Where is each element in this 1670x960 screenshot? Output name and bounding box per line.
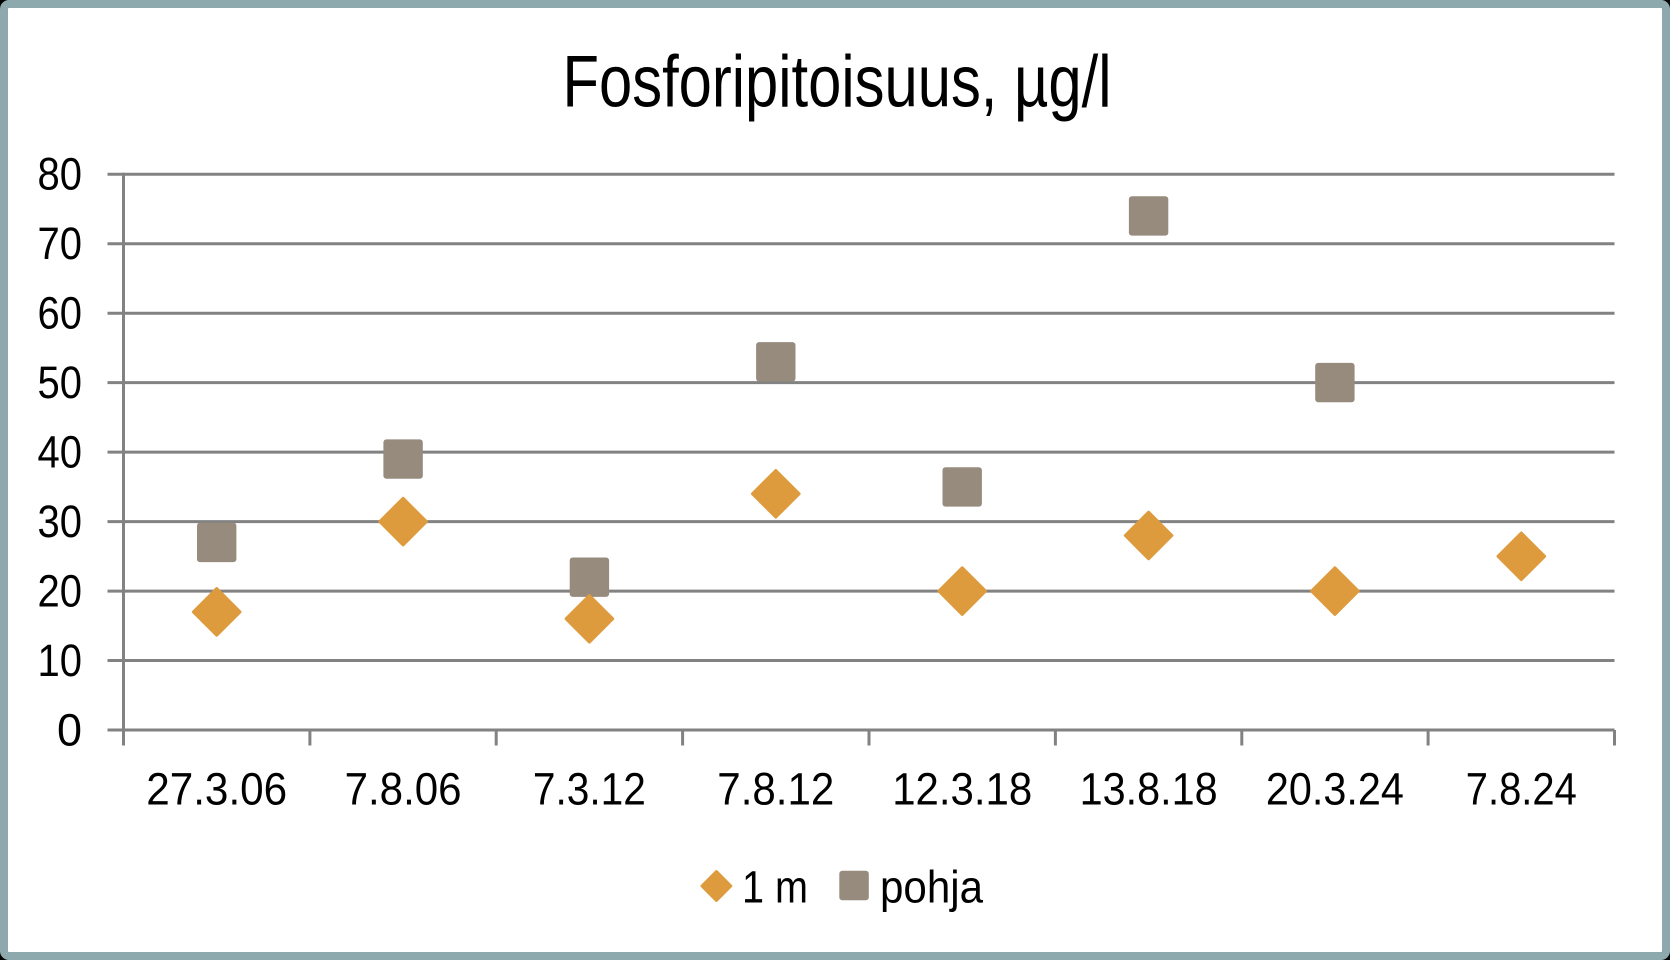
svg-text:7.8.06: 7.8.06 bbox=[345, 764, 462, 815]
svg-text:7.3.12: 7.3.12 bbox=[533, 764, 646, 815]
svg-text:30: 30 bbox=[38, 496, 83, 547]
svg-text:20: 20 bbox=[38, 566, 83, 617]
svg-text:60: 60 bbox=[38, 288, 83, 339]
svg-text:7.8.24: 7.8.24 bbox=[1466, 764, 1577, 815]
svg-text:20.3.24: 20.3.24 bbox=[1266, 764, 1404, 815]
svg-text:1 m: 1 m bbox=[742, 862, 808, 913]
svg-text:Fosforipitoisuus, µg/l: Fosforipitoisuus, µg/l bbox=[563, 42, 1112, 123]
svg-text:12.3.18: 12.3.18 bbox=[892, 764, 1032, 815]
svg-text:7.8.12: 7.8.12 bbox=[717, 764, 834, 815]
svg-text:0: 0 bbox=[57, 705, 82, 756]
svg-text:27.3.06: 27.3.06 bbox=[146, 764, 287, 815]
svg-text:pohja: pohja bbox=[880, 862, 984, 913]
svg-text:40: 40 bbox=[38, 427, 83, 478]
svg-text:50: 50 bbox=[38, 357, 83, 408]
svg-text:80: 80 bbox=[38, 149, 83, 200]
svg-text:13.8.18: 13.8.18 bbox=[1080, 764, 1218, 815]
svg-text:70: 70 bbox=[38, 218, 83, 269]
svg-text:10: 10 bbox=[38, 635, 83, 686]
